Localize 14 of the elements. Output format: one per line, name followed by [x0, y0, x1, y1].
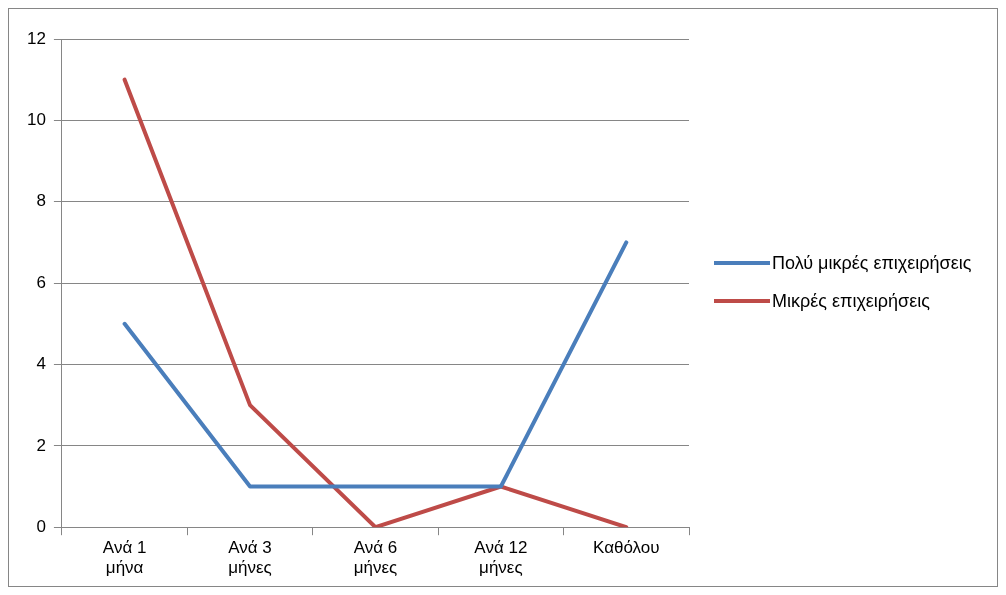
- y-tick-label: 6: [36, 272, 46, 292]
- y-tick-label: 4: [36, 354, 46, 374]
- x-tick-label: Ανά 6 μήνες: [353, 538, 398, 578]
- y-tick-label: 10: [26, 110, 46, 130]
- legend-label: Πολύ μικρές επιχειρήσεις: [772, 252, 972, 275]
- x-tick-label: Ανά 1 μήνα: [102, 538, 147, 578]
- x-tick-label: Ανά 3 μήνες: [228, 538, 272, 578]
- x-tick-label: Ανά 12 μήνες: [474, 538, 528, 578]
- y-tick-label: 12: [26, 28, 46, 48]
- y-tick-label: 8: [36, 191, 46, 211]
- y-tick-label: 2: [36, 435, 46, 455]
- y-tick-label: 0: [36, 516, 46, 536]
- x-tick-label: Καθόλου: [593, 538, 660, 558]
- legend-label: Μικρές επιχειρήσεις: [772, 290, 931, 313]
